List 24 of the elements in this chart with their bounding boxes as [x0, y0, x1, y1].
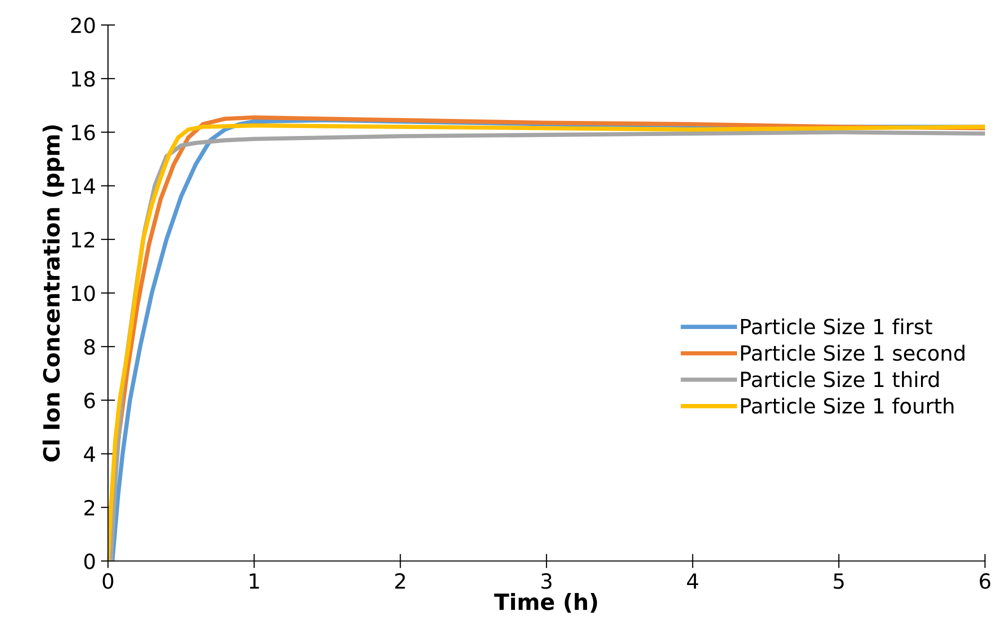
legend-label: Particle Size 1 fourth	[741, 398, 954, 414]
y-tick-label: 16	[72, 124, 95, 140]
x-tick-label: 6	[980, 573, 990, 589]
legend-label: Particle Size 1 first	[741, 318, 932, 334]
y-tick-label: 8	[84, 339, 95, 355]
legend-label: Particle Size 1 second	[741, 344, 964, 361]
y-tick-label: 0	[84, 553, 95, 570]
y-tick-label: 12	[72, 232, 94, 248]
x-tick-label: 2	[395, 573, 405, 589]
x-tick-label: 1	[250, 573, 259, 589]
x-tick-label: 3	[541, 573, 552, 589]
x-tick-label: 5	[834, 573, 844, 589]
y-tick-label: 18	[72, 71, 95, 87]
y-tick-label: 2	[84, 500, 94, 516]
y-tick-label: 6	[84, 392, 95, 408]
y-tick-label: 14	[72, 178, 96, 194]
x-tick-label: 0	[102, 573, 114, 589]
y-tick-label: 4	[84, 446, 96, 462]
x-axis-title: Time (h)	[494, 592, 598, 613]
y-axis-title: Cl Ion Concentration (ppm)	[42, 125, 64, 462]
y-tick-label: 10	[72, 285, 95, 302]
x-tick-label: 4	[687, 573, 698, 589]
legend-label: Particle Size 1 third	[741, 371, 939, 388]
y-tick-label: 20	[71, 17, 95, 34]
